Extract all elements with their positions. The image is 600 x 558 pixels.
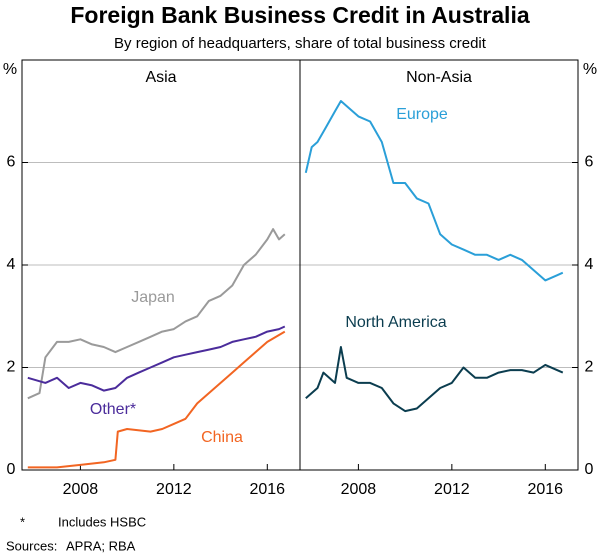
x-tick-label: 2008 <box>341 481 377 498</box>
x-tick-label: 2016 <box>249 481 285 498</box>
y-tick-label: 6 <box>7 154 16 171</box>
series-line <box>27 330 286 469</box>
y-tick-label: 0 <box>7 461 16 478</box>
y-tick-label: 2 <box>585 359 594 376</box>
y-tick-label: 6 <box>585 154 594 171</box>
y-tick-label: 0 <box>585 461 594 478</box>
x-tick-label: 2012 <box>434 481 470 498</box>
x-tick-label: 2008 <box>63 481 99 498</box>
x-tick-label: 2012 <box>156 481 192 498</box>
y-tick-label: 4 <box>7 256 16 273</box>
y-unit: % <box>3 61 17 78</box>
note-text: APRA; RBA <box>66 538 136 553</box>
series-label: Europe <box>396 106 448 123</box>
panel-title: Non-Asia <box>406 69 472 86</box>
series-label: North America <box>345 314 446 331</box>
series-line <box>27 325 286 392</box>
chart-subtitle: By region of headquarters, share of tota… <box>114 35 487 52</box>
panel-title: Asia <box>145 69 176 86</box>
y-tick-label: 2 <box>7 359 16 376</box>
series-label: Japan <box>131 289 175 306</box>
note-marker: * <box>20 514 25 529</box>
series-line <box>305 346 564 413</box>
series-line <box>304 100 564 282</box>
series-label: Other* <box>90 401 136 418</box>
y-tick-label: 4 <box>585 256 594 273</box>
y-unit: % <box>583 61 597 78</box>
note-marker: Sources: <box>6 538 57 553</box>
chart-title: Foreign Bank Business Credit in Australi… <box>70 2 529 28</box>
note-text: Includes HSBC <box>58 514 146 529</box>
series-label: China <box>201 429 243 446</box>
series-line <box>27 228 286 400</box>
x-tick-label: 2016 <box>527 481 563 498</box>
